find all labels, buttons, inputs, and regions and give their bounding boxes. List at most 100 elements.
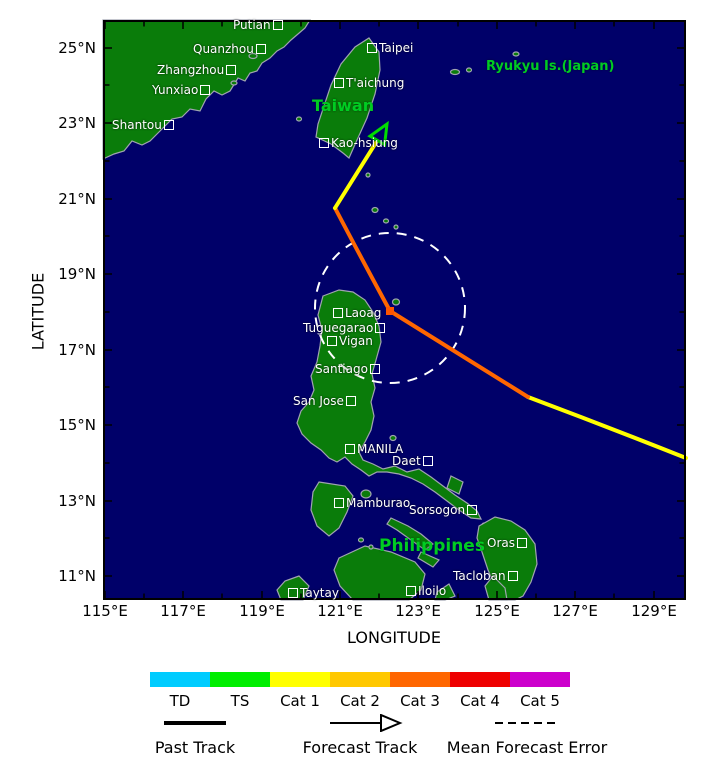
lon-tick-label: 115°E bbox=[82, 602, 128, 620]
mindoro-island bbox=[310, 481, 354, 537]
island-romblon bbox=[357, 537, 365, 543]
city-label: Putian bbox=[233, 18, 285, 32]
island-penghu bbox=[295, 116, 303, 122]
lat-tick-label: 25°N bbox=[58, 39, 96, 57]
island-babuyan bbox=[382, 218, 390, 224]
city-name: Sorsogon bbox=[409, 503, 466, 517]
city-name: Yunxiao bbox=[152, 83, 199, 97]
city-marker-square bbox=[255, 44, 266, 54]
island-ryukyu bbox=[512, 51, 520, 57]
dashed-line-icon bbox=[495, 722, 557, 724]
city-marker-square bbox=[334, 78, 344, 88]
legend-category-label: TS bbox=[230, 692, 250, 710]
region-label: Ryukyu Is.(Japan) bbox=[486, 59, 615, 74]
legend-color-swatch bbox=[150, 672, 210, 687]
lat-tick-label: 13°N bbox=[58, 492, 96, 510]
city-label: Taytay bbox=[286, 586, 339, 600]
city-name: Laoag bbox=[345, 306, 382, 320]
city-label: Daet bbox=[392, 454, 435, 468]
city-name: Shantou bbox=[112, 118, 162, 132]
lon-tick-label: 127°E bbox=[552, 602, 598, 620]
lon-tick-label: 121°E bbox=[317, 602, 363, 620]
panay-island bbox=[333, 545, 426, 601]
city-marker-square bbox=[375, 323, 386, 333]
city-label: Shantou bbox=[112, 118, 176, 132]
city-marker-square bbox=[272, 20, 283, 30]
city-marker-square bbox=[467, 505, 478, 515]
island-babuyan bbox=[393, 224, 399, 230]
city-label: San Jose bbox=[293, 394, 358, 408]
city-name: Putian bbox=[233, 18, 271, 32]
axis-ticks bbox=[104, 21, 685, 599]
track-segment bbox=[333, 139, 379, 210]
island-polillo bbox=[389, 434, 397, 442]
city-marker-square bbox=[345, 444, 355, 454]
legend-color-swatch bbox=[210, 672, 270, 687]
city-marker-square bbox=[226, 65, 237, 75]
city-marker-square bbox=[516, 538, 527, 548]
legend-symbols bbox=[164, 714, 403, 732]
city-label: Laoag bbox=[331, 306, 381, 320]
city-name: San Jose bbox=[293, 394, 344, 408]
current-position-marker bbox=[386, 307, 394, 315]
city-name: Tuguegarao bbox=[303, 321, 374, 335]
city-marker-square bbox=[369, 364, 380, 374]
city-marker-square bbox=[507, 571, 518, 581]
legend-color-swatch bbox=[450, 672, 510, 687]
city-name: Quanzhou bbox=[193, 42, 254, 56]
city-label: Tuguegarao bbox=[303, 321, 387, 335]
lat-tick-label: 15°N bbox=[58, 416, 96, 434]
city-name: T'aichung bbox=[346, 76, 405, 90]
city-marker-square bbox=[334, 498, 344, 508]
city-marker-square bbox=[345, 396, 356, 406]
lon-tick-label: 123°E bbox=[395, 602, 441, 620]
map-canvas bbox=[102, 19, 688, 601]
legend-category-label: TD bbox=[169, 692, 191, 710]
city-marker-square bbox=[200, 85, 211, 95]
track-segment bbox=[333, 206, 392, 313]
lon-tick-label: 119°E bbox=[239, 602, 285, 620]
mean-forecast-error-circle bbox=[314, 232, 466, 384]
city-name: Kao-hsiung bbox=[331, 136, 398, 150]
island-romblon bbox=[368, 544, 374, 550]
legend-color-swatch bbox=[390, 672, 450, 687]
lat-tick-label: 21°N bbox=[58, 190, 96, 208]
island bbox=[248, 52, 258, 60]
city-name: Oras bbox=[487, 536, 515, 550]
forecast-track-label: Forecast Track bbox=[302, 738, 418, 757]
city-name: MANILA bbox=[357, 442, 404, 456]
burias-masbate bbox=[386, 517, 434, 551]
city-label: Mamburao bbox=[332, 496, 410, 510]
lat-tick-label: 17°N bbox=[58, 341, 96, 359]
city-label: Quanzhou bbox=[193, 42, 268, 56]
city-label: Kao-hsiung bbox=[317, 136, 398, 150]
city-label: Santiago bbox=[315, 362, 382, 376]
city-name: Daet bbox=[392, 454, 421, 468]
track-segment bbox=[526, 395, 688, 460]
city-marker-square bbox=[422, 456, 433, 466]
city-name: Taytay bbox=[300, 586, 339, 600]
city-name: Mamburao bbox=[346, 496, 411, 510]
intensity-color-bar bbox=[150, 672, 570, 687]
region-label: Philippines bbox=[379, 536, 485, 556]
legend-category-label: Cat 1 bbox=[280, 692, 320, 710]
track-segment bbox=[388, 309, 530, 399]
taiwan-island bbox=[315, 37, 381, 159]
island bbox=[391, 298, 401, 306]
city-marker-square bbox=[406, 586, 416, 596]
city-label: Iloilo bbox=[404, 584, 446, 598]
island-batanes bbox=[365, 172, 371, 178]
city-label: MANILA bbox=[343, 442, 403, 456]
map-border bbox=[103, 20, 686, 600]
region-label: Taiwan bbox=[312, 96, 375, 115]
city-name: Iloilo bbox=[418, 584, 447, 598]
legend-category-label: Cat 5 bbox=[520, 692, 560, 710]
island-marinduque bbox=[360, 489, 372, 499]
city-label: Sorsogon bbox=[409, 503, 479, 517]
island-babuyan bbox=[371, 206, 379, 214]
city-label: Vigan bbox=[325, 334, 373, 348]
legend-category-label: Cat 4 bbox=[460, 692, 500, 710]
lon-tick-label: 125°E bbox=[474, 602, 520, 620]
city-name: Vigan bbox=[339, 334, 373, 348]
